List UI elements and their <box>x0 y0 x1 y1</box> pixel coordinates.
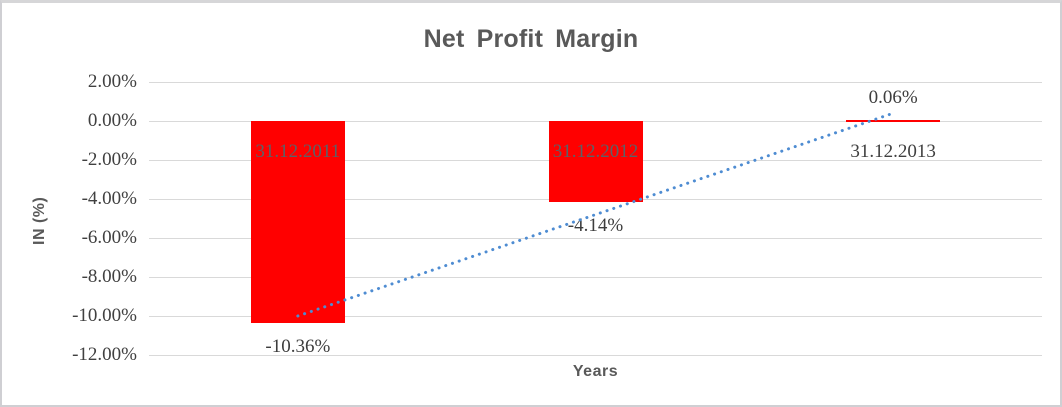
gridline <box>149 82 1042 83</box>
x-axis-title: Years <box>572 363 619 380</box>
y-tick-label: -2.00% <box>81 149 137 170</box>
category-label: 31.12.2011 <box>255 141 341 162</box>
value-label: -4.14% <box>567 214 624 236</box>
y-tick-label: -12.00% <box>72 344 137 365</box>
y-tick-label: 0.00% <box>87 110 137 131</box>
y-tick-label: 2.00% <box>87 71 137 92</box>
y-tick-label: -10.00% <box>72 305 137 326</box>
y-tick-label: -8.00% <box>81 266 137 287</box>
value-label: 0.06% <box>868 86 918 108</box>
category-label: 31.12.2012 <box>552 141 639 162</box>
bar-31.12.2013 <box>846 119 941 123</box>
chart-title: Net Profit Margin <box>423 25 639 53</box>
y-tick-label: -4.00% <box>81 188 137 209</box>
category-label: 31.12.2013 <box>850 141 936 162</box>
y-tick-label: -6.00% <box>81 227 137 248</box>
gridline <box>149 355 1042 356</box>
trendline <box>296 111 895 318</box>
value-label: -10.36% <box>265 336 331 358</box>
y-axis-tick-labels: 2.00% 0.00% -2.00% -4.00% -6.00% -8.00% -10.00… <box>2 3 137 405</box>
